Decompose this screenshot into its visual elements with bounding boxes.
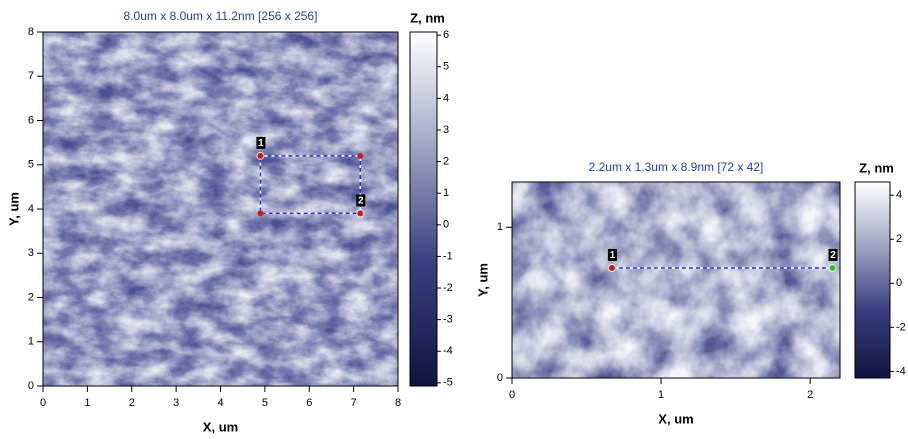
colorbar-label: Z, nm	[859, 160, 894, 175]
marker-label: 1	[610, 250, 616, 261]
y-tick-label: 4	[28, 203, 34, 215]
colorbar-tick-label: 0	[896, 277, 902, 289]
y-tick-label: 3	[28, 247, 34, 259]
marker-label-bg	[356, 194, 366, 207]
colorbar-tick-label: -5	[443, 377, 453, 389]
chart-title: 2.2um x 1.3um x 8.9nm [72 x 42]	[589, 160, 764, 174]
colorbar-tick-label: 6	[443, 29, 449, 41]
colorbar-tick-label: 0	[443, 219, 449, 231]
colorbar-tick-label: -3	[443, 314, 453, 326]
x-tick-label: 0	[509, 389, 515, 401]
colorbar-tick-label: 2	[443, 155, 449, 167]
marker-label-bg	[256, 136, 266, 149]
x-tick-label: 2	[807, 389, 813, 401]
colorbar-tick-label: -4	[443, 345, 453, 357]
colorbar-tick-label: 5	[443, 61, 449, 73]
x-tick-label: 3	[173, 397, 179, 409]
x-tick-label: 0	[40, 397, 46, 409]
y-tick-label: 8	[28, 26, 34, 38]
marker-label: 2	[830, 250, 836, 261]
colorbar-tick-label: -2	[896, 321, 906, 333]
y-tick-label: 1	[497, 221, 503, 233]
x-tick-label: 5	[262, 397, 268, 409]
colorbar-tick-label: -2	[443, 282, 453, 294]
y-tick-label: 7	[28, 70, 34, 82]
selection-dash	[259, 155, 362, 215]
colorbar	[409, 31, 438, 387]
marker	[356, 209, 365, 218]
x-tick-label: 8	[395, 397, 401, 409]
colorbar-tick-label: -1	[443, 250, 453, 262]
marker	[607, 264, 616, 272]
x-tick-label: 7	[351, 397, 357, 409]
marker-label: 2	[358, 196, 364, 207]
marker-label-bg	[607, 248, 617, 261]
marker-label: 1	[258, 138, 264, 149]
colorbar-tick-label: 2	[896, 233, 902, 245]
colorbar	[854, 181, 891, 379]
marker	[828, 264, 837, 272]
y-tick-label: 0	[497, 372, 503, 384]
x-tick-label: 1	[658, 389, 664, 401]
y-tick-label: 1	[28, 336, 34, 348]
x-axis-label: X, um	[203, 419, 238, 434]
x-tick-label: 6	[306, 397, 312, 409]
colorbar-tick-label: 4	[896, 189, 902, 201]
plot-frame	[511, 181, 841, 379]
y-tick-label: 2	[28, 291, 34, 303]
colorbar-tick-label: -4	[896, 365, 906, 377]
y-tick-label: 6	[28, 114, 34, 126]
height-map	[43, 32, 398, 386]
colorbar-tick-label: 3	[443, 124, 449, 136]
height-map	[512, 182, 840, 378]
y-tick-label: 5	[28, 159, 34, 171]
colorbar-tick-label: 4	[443, 92, 449, 104]
colorbar-tick-label: 1	[443, 187, 449, 199]
x-tick-label: 1	[84, 397, 90, 409]
marker-label-bg	[828, 248, 838, 261]
x-tick-label: 2	[129, 397, 135, 409]
corner-handle	[357, 152, 364, 159]
chart-title: 8.0um x 8.0um x 11.2nm [256 x 256]	[124, 9, 318, 23]
marker	[256, 151, 265, 160]
x-axis-label: X, um	[658, 411, 693, 426]
y-axis-label: Y, um	[475, 263, 490, 297]
x-tick-label: 4	[217, 397, 223, 409]
y-axis-label: Y, um	[6, 192, 21, 226]
y-tick-label: 0	[28, 380, 34, 392]
colorbar-label: Z, nm	[410, 10, 445, 25]
corner-handle	[257, 210, 264, 217]
